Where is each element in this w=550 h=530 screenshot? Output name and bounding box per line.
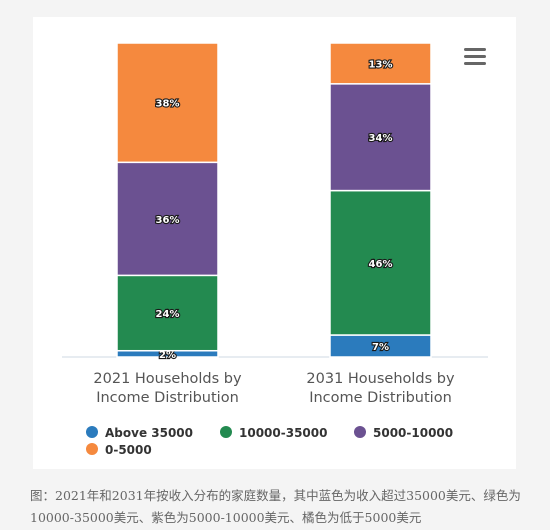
x-tick-label: 2031 Households by [306,371,455,387]
figure-caption: 图：2021年和2031年按收入分布的家庭数量，其中蓝色为收入超过35000美元… [30,488,521,525]
bar-segment-0-5000-2 [329,42,432,85]
bar-segment-5000-10000-2 [329,83,432,192]
data-label: 46% [369,259,393,270]
data-label: 2% [159,350,176,361]
legend-label: 10000-35000 [239,426,327,440]
legend-label: 0-5000 [105,443,152,457]
hamburger-menu-icon[interactable] [464,48,486,66]
data-label: 7% [372,342,389,353]
legend-marker [354,426,366,438]
legend-marker [220,426,232,438]
data-label: 38% [156,99,180,110]
bar-segment-10000-35000-2 [329,189,432,336]
x-tick-label: Income Distribution [96,390,239,406]
bar-segment-0-5000-1 [116,42,219,164]
chart-card [33,17,516,469]
bar-segment-10000-35000-1 [116,274,219,352]
stacked-bar-chart: 2% 24% 36% 38% 2021 Households by Income Dist… [62,42,488,457]
x-tick-label: Income Distribution [309,390,452,406]
data-label: 13% [369,59,393,70]
x-tick-label: 2021 Households by [93,371,242,387]
legend-label: Above 35000 [105,426,193,440]
data-label: 34% [369,133,393,144]
data-label: 24% [156,309,180,320]
legend-marker [86,443,98,455]
legend-marker [86,426,98,438]
legend-label: 5000-10000 [373,426,453,440]
data-label: 36% [156,215,180,226]
